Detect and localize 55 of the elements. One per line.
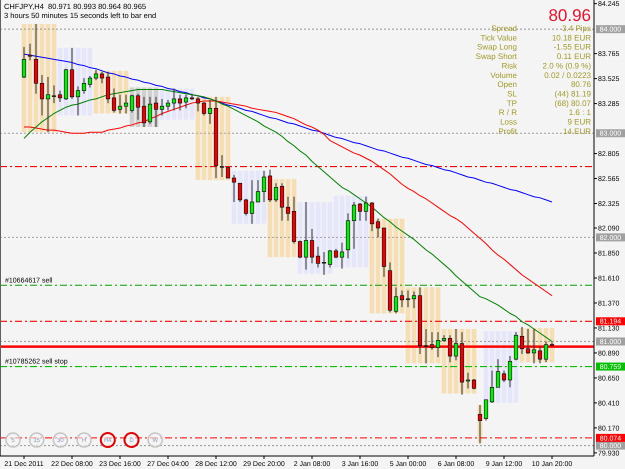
annotation: Swap Short <box>476 52 518 62</box>
candlestick <box>370 201 374 232</box>
candlestick <box>334 248 338 259</box>
annotation: 2.0 % (0.9 %) <box>542 61 592 70</box>
candlestick <box>82 78 86 94</box>
annotation: Open <box>497 80 517 90</box>
annotation: Volume <box>490 70 518 80</box>
annotation: TP <box>506 98 517 108</box>
annotation: -1.55 EUR <box>554 42 592 52</box>
annotation: Profit <box>498 126 518 136</box>
candlestick <box>202 102 206 116</box>
annotation: 0.02 / 0.0223 <box>544 70 592 80</box>
candlestick <box>466 372 470 389</box>
annotation: Swap Long <box>476 42 517 52</box>
candlestick <box>472 378 476 390</box>
candlestick <box>52 84 56 104</box>
annotation: Risk <box>501 61 518 70</box>
text: 9 EUR <box>567 118 592 126</box>
candlestick <box>412 291 416 309</box>
candlestick <box>502 370 506 383</box>
candlestick <box>430 332 434 350</box>
annotation: SL <box>507 89 518 98</box>
candlestick <box>358 202 362 222</box>
candlestick <box>394 286 398 314</box>
annotation: (44) 81.19 <box>554 89 592 98</box>
text: 80.76 <box>570 80 592 90</box>
annotation: Tick Value <box>480 33 518 42</box>
text: 3.4 Pips <box>562 24 591 33</box>
candlestick <box>22 46 26 79</box>
candlestick <box>406 290 410 308</box>
candlestick <box>226 166 230 179</box>
candlestick <box>100 71 104 84</box>
annotation: 10.18 EUR <box>552 33 592 42</box>
annotation: Loss <box>500 118 517 126</box>
candlestick <box>196 96 200 112</box>
candlestick <box>28 43 32 61</box>
annotation: Spread <box>491 24 517 33</box>
annotation: 80.96 <box>548 6 591 25</box>
candlestick <box>400 290 404 308</box>
candlestick <box>286 196 290 222</box>
candlestick <box>208 99 212 124</box>
annotation: (68) 80.07 <box>554 98 592 108</box>
candlestick <box>328 249 332 268</box>
candlestick <box>94 69 98 81</box>
text: 1.6 : 1 <box>568 108 592 118</box>
candlestick <box>274 182 278 202</box>
candlestick <box>316 246 320 268</box>
candlestick <box>298 240 302 259</box>
candlestick <box>58 90 62 103</box>
text: 0.11 EUR <box>556 52 592 62</box>
candlestick <box>88 76 92 88</box>
annotation: R / R <box>498 108 518 118</box>
candlestick <box>376 218 380 238</box>
text: 14 EUR <box>562 126 592 136</box>
candlestick <box>484 399 488 422</box>
